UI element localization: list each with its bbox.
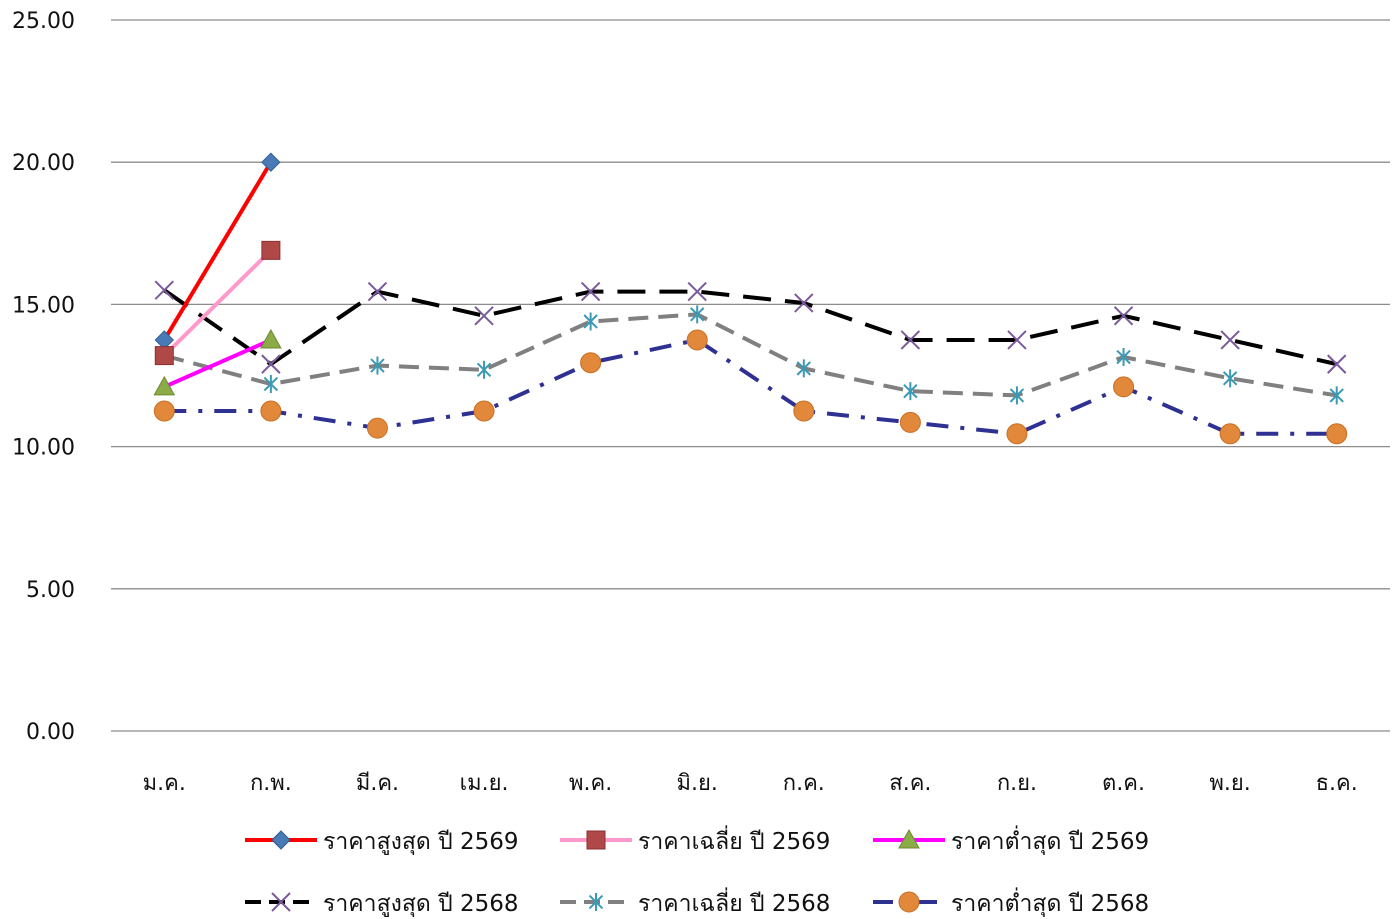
series-line: [162, 248, 273, 358]
legend-item: ราคาต่ำสุด ปี 2568: [873, 887, 1149, 917]
legend-label: ราคาต่ำสุด ปี 2568: [951, 887, 1149, 917]
series-line: [164, 337, 1337, 436]
data-point: [370, 356, 385, 375]
legend: ราคาสูงสุด ปี 2569 ราคาเฉลี่ย ปี 2569 ราคา…: [245, 825, 1149, 917]
data-point: [260, 328, 282, 349]
series-6: [153, 329, 1348, 445]
legend-label: ราคาต่ำสุด ปี 2569: [951, 825, 1149, 855]
legend-marker: [271, 892, 291, 912]
data-point: [263, 375, 279, 394]
data-point: [686, 329, 708, 351]
data-point: [367, 281, 388, 302]
data-point: [796, 359, 811, 378]
legend-marker: [588, 893, 604, 911]
data-point: [580, 281, 601, 302]
x-tick-label: ธ.ค.: [1316, 771, 1358, 796]
series-line: [163, 338, 272, 389]
data-point: [1222, 369, 1238, 388]
data-point: [1009, 386, 1025, 405]
series-4: [154, 280, 1347, 374]
legend-marker: [586, 830, 606, 850]
data-series: [153, 152, 1348, 445]
data-point: [1329, 386, 1344, 405]
legend-item: ราคาสูงสุด ปี 2569: [245, 829, 519, 855]
data-point: [580, 352, 602, 374]
legend-item: ราคาสูงสุด ปี 2568: [245, 891, 519, 917]
data-point: [154, 280, 174, 300]
y-tick-label: 5.00: [26, 578, 75, 603]
data-point: [261, 152, 281, 172]
x-tick-label: มี.ค.: [356, 771, 399, 796]
data-point: [153, 375, 176, 396]
x-tick-label: พ.ค.: [569, 771, 612, 796]
series-1: [154, 152, 281, 350]
data-point: [473, 400, 495, 422]
legend-item: ราคาต่ำสุด ปี 2569: [873, 825, 1149, 855]
y-tick-label: 15.00: [12, 293, 75, 318]
x-tick-label: เม.ย.: [460, 771, 509, 796]
legend-marker: [271, 830, 291, 850]
data-point: [260, 400, 282, 422]
data-point: [261, 354, 281, 374]
legend-label: ราคาเฉลี่ย ปี 2569: [638, 825, 830, 855]
y-tick-label: 10.00: [12, 436, 75, 461]
data-point: [1219, 423, 1241, 445]
y-tick-label: 20.00: [12, 151, 75, 176]
data-point: [153, 400, 175, 422]
x-tick-label: พ.ย.: [1209, 771, 1250, 796]
x-tick-label: ม.ค.: [143, 771, 186, 796]
data-point: [1007, 330, 1027, 350]
y-tick-label: 0.00: [26, 720, 75, 745]
series-2: [154, 240, 281, 366]
data-point: [366, 417, 388, 439]
x-axis-ticks: ม.ค. ก.พ. มี.ค. เม.ย. พ.ค. มิ.ย. ก.ค. ส.ค. ก.ย. ต…: [143, 771, 1358, 796]
data-point: [690, 305, 705, 324]
data-point: [1116, 348, 1131, 367]
data-point: [899, 411, 921, 433]
data-point: [1220, 330, 1240, 350]
series-line: [163, 288, 1338, 367]
legend-marker: [898, 891, 920, 913]
legend-label: ราคาสูงสุด ปี 2569: [323, 829, 519, 855]
data-point: [261, 240, 281, 260]
data-point: [154, 346, 174, 366]
x-tick-label: ก.ค.: [783, 771, 825, 796]
series-line: [162, 161, 273, 341]
legend-marker: [898, 828, 920, 849]
data-point: [903, 382, 918, 401]
gridlines: [111, 19, 1390, 732]
data-point: [1006, 423, 1028, 445]
data-point: [1113, 306, 1134, 326]
data-point: [900, 330, 921, 350]
x-tick-label: มิ.ย.: [677, 771, 718, 796]
data-point: [1327, 354, 1347, 374]
legend-item: ราคาเฉลี่ย ปี 2568: [560, 887, 830, 917]
data-point: [1326, 423, 1348, 445]
series-line: [163, 312, 1338, 398]
data-point: [1113, 376, 1135, 398]
x-tick-label: ส.ค.: [889, 771, 931, 796]
data-point: [476, 360, 492, 379]
series-3: [153, 328, 282, 396]
x-tick-label: ก.พ.: [250, 771, 292, 796]
data-point: [794, 293, 814, 313]
data-point: [687, 281, 707, 302]
data-point: [474, 306, 494, 326]
y-tick-label: 25.00: [12, 9, 75, 34]
legend-item: ราคาเฉลี่ย ปี 2569: [560, 825, 830, 855]
x-tick-label: ต.ค.: [1102, 771, 1145, 796]
series-5: [157, 305, 1344, 405]
legend-label: ราคาเฉลี่ย ปี 2568: [638, 887, 830, 917]
data-point: [583, 312, 598, 331]
x-tick-label: ก.ย.: [997, 771, 1037, 796]
y-axis-ticks: 0.00 5.00 10.00 15.00 20.00 25.00: [12, 9, 75, 745]
legend-label: ราคาสูงสุด ปี 2568: [323, 891, 519, 917]
data-point: [793, 400, 815, 422]
